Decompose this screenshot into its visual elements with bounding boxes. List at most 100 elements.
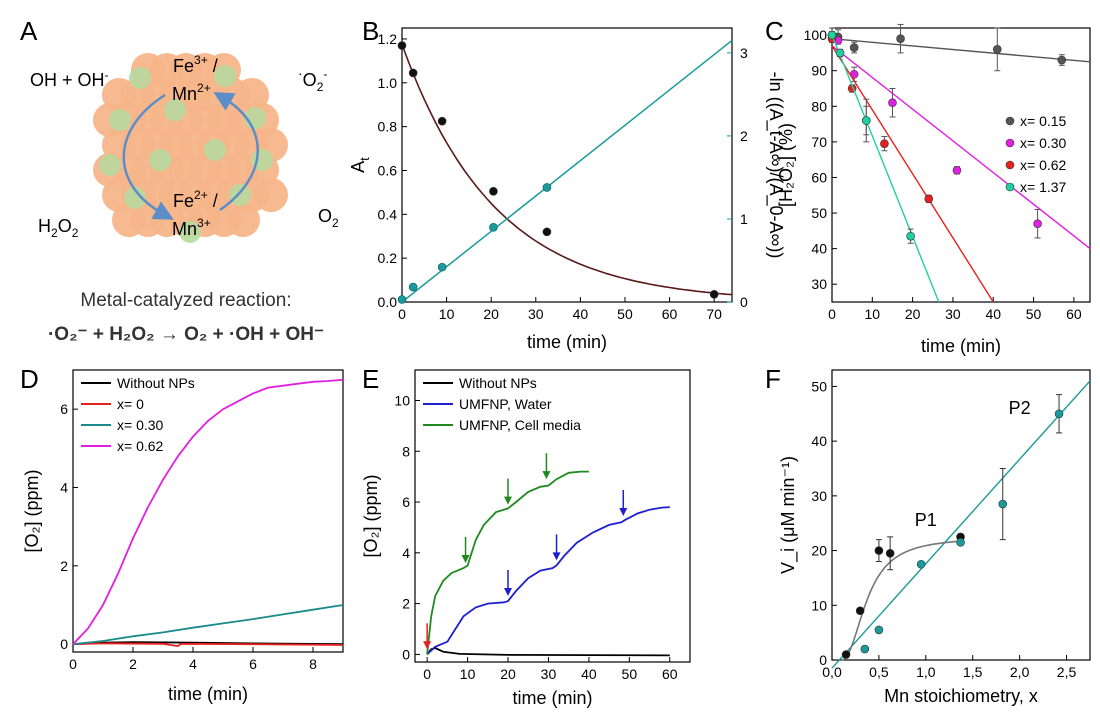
- panel-c-ytick-label: 70: [811, 134, 827, 150]
- schem-fe3: Fe3+ /: [173, 53, 218, 76]
- panel-f-ytick-label: 10: [811, 597, 827, 613]
- panel-f-point-P2: [956, 538, 965, 547]
- schem-fe2: Fe2+ /: [173, 188, 218, 211]
- panel-f-point-P2: [860, 644, 870, 654]
- panel-c-xtick-label: 30: [945, 306, 961, 322]
- panel-d-series-1: [72, 642, 344, 648]
- panel-b-xtick-label: 0: [398, 306, 406, 322]
- panel-c-xlabel: time (min): [921, 336, 1001, 356]
- panel-e-arrow-head: [461, 554, 470, 563]
- panel-c-fit-0: [831, 38, 1091, 63]
- panel-b-point-absorbance: [397, 41, 407, 50]
- panel-e-ytick-label: 6: [402, 494, 410, 510]
- panel-f-plot: 0,0 0,5 1,0 1,5 2,0 2,5 0 10 20 30 40 50 P1 P2 Mn stoi…: [778, 369, 1091, 706]
- panel-c-ytick-label: 30: [811, 276, 827, 292]
- panel-e-legend-entry: UMFNP, Water: [459, 396, 552, 412]
- panel-b-fit-linear: [401, 39, 733, 303]
- panel-b-ytick-right-label: 0: [740, 294, 748, 310]
- panel-e-plot: 0 10 20 30 40 50 60 0 2 4 6 8 10 Without NPs UMFNP, Wa…: [361, 369, 691, 708]
- surface-patch: [164, 99, 186, 121]
- panel-d-legend-entry: x= 0.30: [117, 417, 164, 433]
- panel-e-series-0: [426, 647, 670, 657]
- panel-b-frame: [401, 27, 733, 303]
- panel-c-point-0: [896, 34, 905, 43]
- panel-f-xlabel: Mn stoichiometry, x: [884, 686, 1038, 706]
- panel-b-xtick-label: 20: [483, 306, 499, 322]
- panel-d-ytick-label: 6: [60, 401, 68, 417]
- panel-c-point-2: [924, 194, 934, 204]
- panel-c-xtick-label: 10: [865, 306, 881, 322]
- panel-b-xtick-label: 70: [706, 306, 722, 322]
- panel-f-ytick-label: 50: [811, 378, 827, 394]
- panel-label-d: D: [20, 364, 39, 394]
- panel-c-point-2: [880, 139, 889, 148]
- panel-b-point-absorbance: [437, 116, 447, 126]
- panel-e-xtick-label: 50: [622, 666, 638, 682]
- panel-f-point-P1: [855, 606, 865, 616]
- panel-f-point-P1: [841, 650, 851, 659]
- panel-e-arrow-head: [504, 496, 513, 505]
- panel-e-arrow-head: [423, 641, 432, 650]
- panel-b-ytick-label: 0.4: [378, 206, 398, 222]
- panel-e-xtick-label: 30: [541, 666, 557, 682]
- surface-patch: [204, 139, 226, 161]
- panel-b-ytick-label: 0.8: [378, 119, 398, 135]
- panel-f-fit-p2: [831, 380, 1091, 669]
- panel-e-ytick-label: 0: [402, 646, 410, 662]
- reaction-title: Metal-catalyzed reaction:: [80, 290, 291, 311]
- panel-c-point-3: [906, 231, 915, 241]
- panel-d-legend-entry: Without NPs: [117, 375, 195, 391]
- panel-d-xtick-label: 4: [189, 656, 197, 672]
- panel-e-legend-entry: Without NPs: [459, 375, 537, 391]
- panel-c-legend-marker: [1005, 138, 1015, 148]
- panel-c-xtick-label: 0: [828, 306, 836, 322]
- surface-patch: [179, 221, 201, 243]
- panel-b-xtick-label: 30: [528, 306, 544, 322]
- panel-f-point-P2: [998, 499, 1008, 509]
- panel-c-point-3: [835, 48, 845, 58]
- panel-e-ytick-label: 10: [394, 392, 410, 408]
- panel-d-xlabel: time (min): [168, 684, 248, 704]
- particle-blob: [226, 203, 260, 237]
- panel-c-legend-entry: x= 0.62: [1020, 157, 1067, 173]
- panel-b-point-absorbance: [489, 187, 498, 196]
- panel-c-point-1: [1033, 219, 1042, 229]
- panel-f-xtick-label: 2,0: [1010, 664, 1030, 680]
- panel-d-xtick-label: 2: [129, 656, 137, 672]
- reduction-arrow: [122, 93, 174, 220]
- panel-e-xtick-label: 0: [423, 666, 431, 682]
- panel-b-point-log: [542, 183, 552, 192]
- panel-c-fit-1: [831, 45, 1091, 250]
- panel-b-xtick-label: 10: [439, 306, 455, 322]
- panel-f-point-P1: [885, 549, 895, 558]
- panel-d-ytick-label: 2: [60, 558, 68, 574]
- panel-c-point-1: [952, 166, 962, 175]
- schem-bottom-left: H2O2: [38, 216, 79, 240]
- panel-e-ylabel: [O₂] (ppm): [361, 475, 381, 558]
- panel-e-arrow-head: [542, 471, 551, 480]
- panel-c-ytick-label: 50: [811, 205, 827, 221]
- panel-b-xlabel: time (min): [527, 332, 607, 352]
- panel-b-fit-exponential: [401, 44, 733, 296]
- panel-e-series-1: [426, 506, 670, 656]
- panel-f-point-P2: [916, 559, 926, 569]
- surface-patch: [149, 149, 171, 171]
- panel-f-ytick-label: 20: [811, 543, 827, 559]
- panel-c-ytick-label: 40: [811, 241, 827, 257]
- panel-f-xtick-label: 0,5: [869, 664, 889, 680]
- panel-d-xtick-label: 0: [69, 656, 77, 672]
- charts-layer: 0 10 20 30 40 50 60 700.00.20.40.60.81.01.20123…: [22, 23, 1091, 708]
- panel-c-legend-marker: [1005, 182, 1015, 192]
- panel-b-point-log: [437, 262, 447, 272]
- panel-d-legend-entry: x= 0: [117, 396, 144, 412]
- panel-b-point-log: [397, 295, 407, 304]
- panel-e-arrow-head: [619, 508, 628, 516]
- panel-b-ytick-label: 0.2: [378, 250, 398, 266]
- panel-b-plot: 0 10 20 30 40 50 60 70 0.0 0.2 0.4 0.6 0.8 1.0 1.2 0 1 2 3…: [348, 27, 786, 352]
- panel-c-plot: 0 10 20 30 40 50 60 30 40 50 60 70 80 90 100 x= 0.15 x= …: [776, 23, 1091, 356]
- panel-c-legend-entry: x= 1.37: [1020, 179, 1067, 195]
- panel-label-c: C: [765, 16, 784, 46]
- particle-blob: [254, 178, 288, 212]
- panel-b-ylabel-right: -ln ((A_t-A∞)/(A_0-A∞)): [765, 72, 786, 259]
- panel-d-series-2: [72, 604, 344, 646]
